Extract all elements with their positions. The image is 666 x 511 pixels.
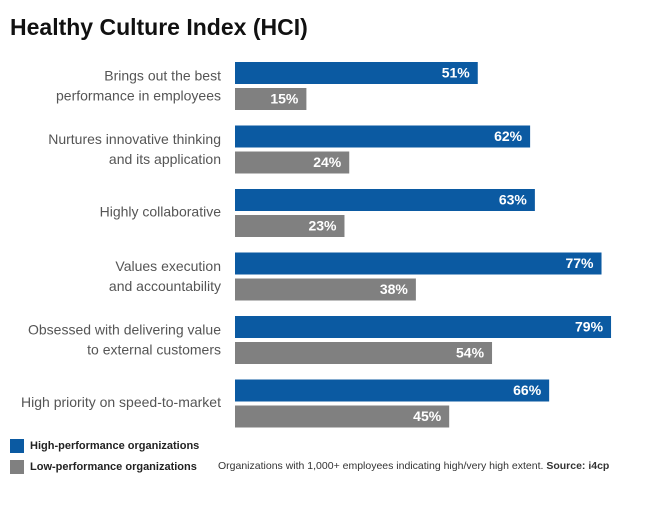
category-label: High priority on speed-to-market bbox=[21, 394, 221, 410]
source: Source: i4cp bbox=[546, 460, 609, 472]
legend-swatch bbox=[10, 439, 24, 453]
bar bbox=[235, 342, 493, 364]
bar bbox=[235, 316, 612, 338]
value-label: 54% bbox=[456, 345, 485, 361]
category-label: performance in employees bbox=[56, 88, 221, 104]
value-label: 66% bbox=[513, 382, 542, 398]
bar bbox=[235, 125, 531, 148]
value-label: 77% bbox=[565, 255, 594, 271]
value-label: 23% bbox=[308, 218, 337, 234]
category-label: to external customers bbox=[87, 342, 221, 358]
value-label: 15% bbox=[270, 91, 299, 107]
note: Organizations with 1,000+ employees indi… bbox=[218, 460, 543, 472]
legend-label: Low-performance organizations bbox=[30, 461, 197, 473]
legend-swatch bbox=[10, 460, 24, 474]
bar bbox=[235, 151, 350, 174]
bar bbox=[235, 215, 345, 237]
category-label: Brings out the best bbox=[104, 68, 221, 84]
category-label: and accountability bbox=[109, 278, 221, 294]
chart-title: Healthy Culture Index (HCI) bbox=[10, 14, 308, 40]
value-label: 24% bbox=[313, 154, 342, 170]
category-label: Highly collaborative bbox=[100, 204, 222, 220]
value-label: 62% bbox=[494, 128, 523, 144]
category-label: Nurtures innovative thinking bbox=[48, 131, 221, 147]
category-label: Values execution bbox=[115, 258, 221, 274]
bar bbox=[235, 405, 450, 428]
bar bbox=[235, 278, 416, 301]
bar bbox=[235, 379, 550, 402]
legend-label: High-performance organizations bbox=[30, 440, 199, 452]
value-label: 38% bbox=[380, 281, 409, 297]
value-label: 51% bbox=[442, 65, 471, 81]
footnote: Organizations with 1,000+ employees indi… bbox=[218, 460, 609, 472]
value-label: 63% bbox=[499, 192, 528, 208]
category-label: and its application bbox=[109, 151, 221, 167]
value-label: 45% bbox=[413, 408, 442, 424]
category-label: Obsessed with delivering value bbox=[28, 322, 221, 338]
value-label: 79% bbox=[575, 319, 604, 335]
bar bbox=[235, 252, 602, 275]
bar bbox=[235, 189, 535, 211]
bar bbox=[235, 88, 307, 110]
bar bbox=[235, 62, 478, 84]
